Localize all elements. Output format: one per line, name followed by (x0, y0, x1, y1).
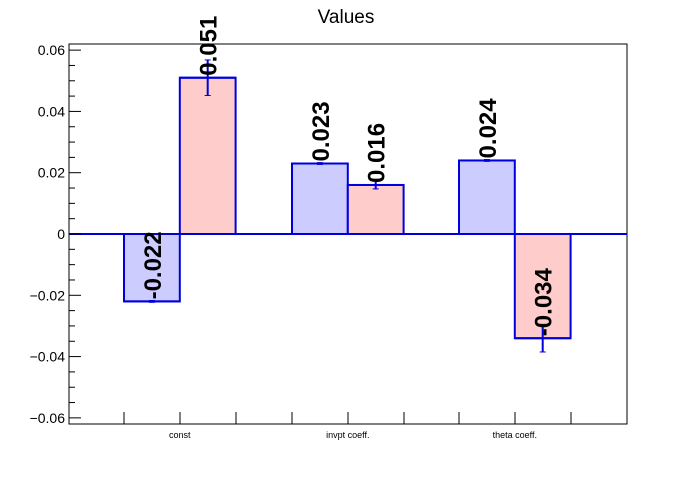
x-category-label: theta coeff. (493, 430, 537, 440)
x-category-label: const (169, 430, 191, 440)
bar-value-label: -0.034 (531, 267, 558, 336)
bar (346, 183, 405, 235)
bar (513, 233, 572, 340)
bar (178, 76, 237, 236)
bar (458, 159, 516, 235)
y-tick-label: −0.06 (30, 410, 66, 426)
bar-value-label: 0.051 (196, 16, 223, 76)
bar-value-label: 0.023 (308, 101, 335, 161)
y-tick-label: 0.04 (38, 103, 65, 119)
bar-value-label: -0.022 (140, 231, 167, 299)
y-tick-label: 0.02 (38, 165, 65, 181)
y-tick-label: −0.02 (30, 287, 66, 303)
bar-value-label: 0.016 (364, 123, 391, 183)
y-tick-label: −0.04 (30, 349, 66, 365)
y-tick-label: 0 (57, 226, 65, 242)
bar-value-label: 0.024 (475, 98, 502, 159)
chart-title: Values (318, 7, 375, 28)
y-tick-label: 0.06 (38, 42, 65, 58)
bar (291, 162, 349, 235)
x-category-label: invpt coeff. (326, 430, 369, 440)
